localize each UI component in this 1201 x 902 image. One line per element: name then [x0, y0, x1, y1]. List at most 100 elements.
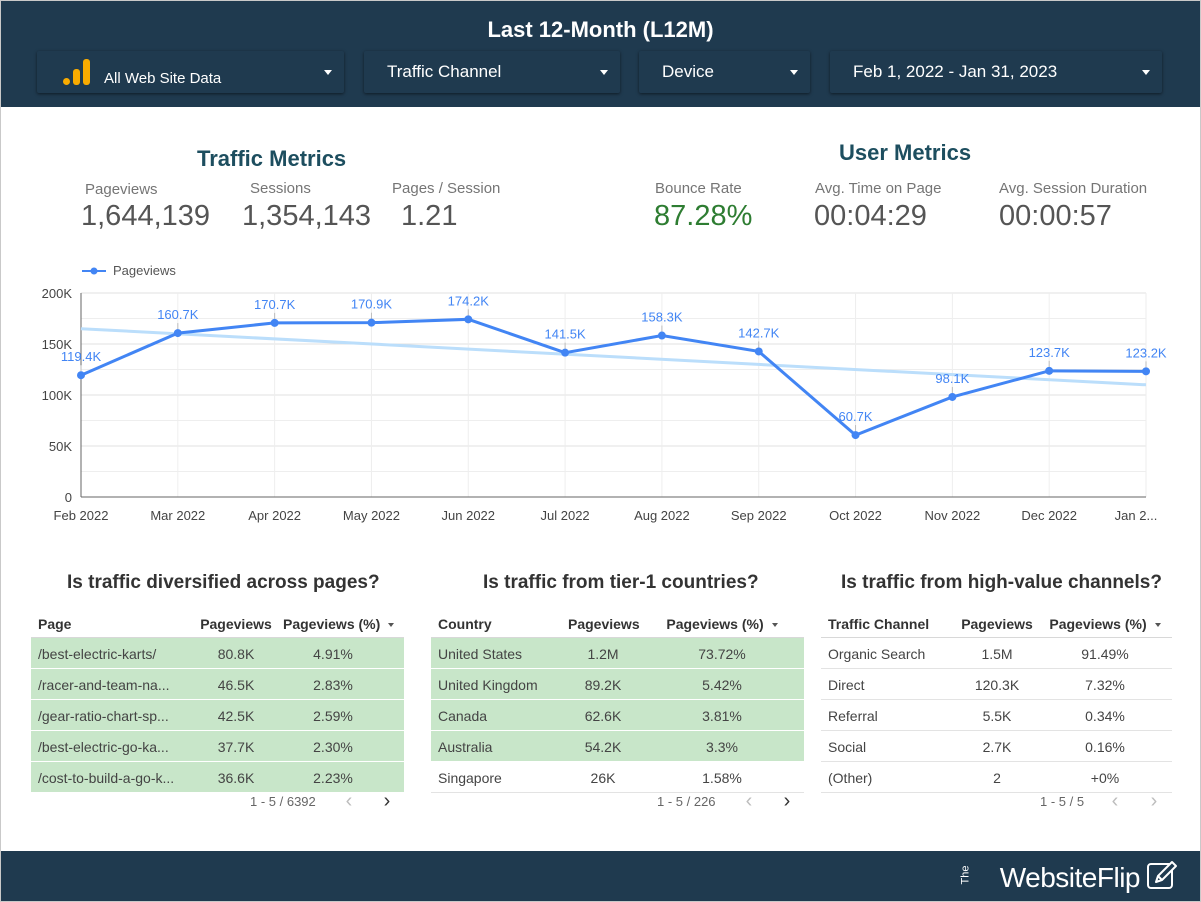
countries-table-title: Is traffic from tier-1 countries? [483, 572, 759, 593]
column-header-1[interactable]: Pageviews [961, 616, 1033, 632]
pageviews-line-chart: Pageviews 0 50K 100K 150K 200K Feb 2022 Mar 2… [42, 263, 1167, 523]
table-row[interactable]: Canada 62.6K 3.81% [431, 700, 804, 731]
data-source-label: All Web Site Data [104, 70, 222, 87]
x-tick-label: Feb 2022 [54, 508, 109, 523]
column-header-0[interactable]: Country [438, 616, 492, 632]
device-dropdown[interactable]: Device [639, 51, 810, 93]
date-range-picker[interactable]: Feb 1, 2022 - Jan 31, 2023 [830, 51, 1162, 93]
pageviews-cell: 46.5K [217, 677, 255, 693]
x-tick-label: Jun 2022 [442, 508, 496, 523]
pages-table-pager-label: 1 - 5 / 6392 [250, 794, 316, 809]
data-label: 123.2K [1125, 345, 1167, 360]
pageviews-percent-cell: 4.91% [313, 646, 353, 662]
pageviews-cell: 42.5K [217, 708, 255, 724]
pageviews-percent-cell: 1.58% [702, 770, 742, 786]
table-row[interactable]: (Other) 2 +0% [821, 762, 1172, 793]
column-header-0[interactable]: Page [38, 616, 72, 632]
pages-table-next-button[interactable]: › [383, 790, 391, 812]
table-row[interactable]: Referral 5.5K 0.34% [821, 700, 1172, 731]
countries-table-prev-button[interactable]: ‹ [745, 790, 753, 812]
column-header-1[interactable]: Pageviews [200, 616, 272, 632]
bounce-rate-label: Bounce Rate [655, 180, 742, 197]
table-row[interactable]: Singapore 26K 1.58% [431, 762, 804, 793]
page-cell: /best-electric-go-ka... [38, 739, 169, 755]
data-point [270, 318, 279, 327]
y-tick-label: 50K [49, 439, 72, 454]
column-header-0[interactable]: Traffic Channel [828, 616, 930, 632]
x-tick-label: Aug 2022 [634, 508, 690, 523]
data-source-dropdown[interactable]: All Web Site Data [37, 51, 344, 93]
brand-prefix: The [959, 865, 972, 885]
country-cell: Australia [438, 739, 493, 755]
avg-time-on-page-label: Avg. Time on Page [815, 180, 942, 197]
pageviews-percent-cell: 2.83% [313, 677, 353, 693]
pageviews-cell: 36.6K [217, 770, 255, 786]
countries-table-next-button[interactable]: › [783, 790, 791, 812]
x-tick-label: Jan 2... [1115, 508, 1158, 523]
column-header-2[interactable]: Pageviews (%) [666, 616, 778, 632]
countries-table-pager-label: 1 - 5 / 226 [657, 794, 716, 809]
data-point [77, 371, 85, 380]
pageviews-percent-cell: +0% [1090, 770, 1120, 786]
column-header-1[interactable]: Pageviews [568, 616, 640, 632]
table-header-row: Traffic Channel Pageviews Pageviews (%) [821, 608, 1172, 638]
table-row[interactable]: /best-electric-go-ka... 37.7K 2.30% [31, 731, 404, 762]
column-header-2[interactable]: Pageviews (%) [1047, 616, 1163, 632]
channels-table: Traffic Channel Pageviews Pageviews (%) Org… [821, 608, 1172, 793]
channel-cell: Organic Search [828, 646, 926, 662]
traffic-channel-dropdown[interactable]: Traffic Channel [364, 51, 620, 93]
table-row[interactable]: Social 2.7K 0.16% [821, 731, 1172, 762]
google-analytics-icon [63, 59, 91, 85]
pageviews-cell: 2 [993, 770, 1001, 786]
legend-point-marker [90, 267, 98, 275]
data-label: 170.9K [351, 297, 393, 312]
country-cell: Canada [438, 708, 488, 724]
chevron-down-icon [790, 70, 798, 75]
page-cell: /racer-and-team-na... [38, 677, 170, 693]
pageviews-cell: 26K [590, 770, 616, 786]
date-range-label: Feb 1, 2022 - Jan 31, 2023 [853, 62, 1058, 81]
table-row[interactable]: United Kingdom 89.2K 5.42% [431, 669, 804, 700]
data-point [948, 392, 957, 401]
y-tick-label: 150K [42, 337, 73, 352]
pages-per-session-label: Pages / Session [392, 180, 501, 197]
table-row[interactable]: /best-electric-karts/80.8K 4.91% [31, 638, 404, 669]
country-cell: United Kingdom [438, 677, 538, 693]
y-tick-label: 100K [42, 388, 73, 403]
column-header-2[interactable]: Pageviews (%) [283, 616, 395, 632]
pageviews-label: Pageviews [85, 181, 158, 198]
table-row[interactable]: /gear-ratio-chart-sp... 42.5K 2.59% [31, 700, 404, 731]
data-labels: 119.4K 160.7K 170.7K 170.9K 174.2K 141.5K 158.… [61, 293, 1167, 424]
table-row[interactable]: /racer-and-team-na... 46.5K 2.83% [31, 669, 404, 700]
x-tick-label: Mar 2022 [150, 508, 205, 523]
traffic-channel-label: Traffic Channel [387, 62, 502, 81]
chart-legend[interactable]: Pageviews [82, 263, 176, 278]
x-tick-label: Sep 2022 [731, 508, 787, 523]
pages-table-prev-button[interactable]: ‹ [345, 790, 353, 812]
chevron-down-icon [600, 70, 608, 75]
data-label: 98.1K [935, 371, 969, 386]
pageviews-cell: 1.2M [587, 646, 619, 662]
table-row[interactable]: United States 1.2M 73.72% [431, 638, 804, 669]
page-cell: /gear-ratio-chart-sp... [38, 708, 169, 724]
avg-time-on-page-value: 00:04:29 [814, 200, 927, 232]
sort-desc-icon [1154, 623, 1161, 628]
data-label: 170.7K [254, 297, 296, 312]
table-header-row: Country Pageviews Pageviews (%) [431, 608, 804, 638]
data-point [754, 347, 763, 356]
table-row[interactable]: Organic Search 1.5M 91.49% [821, 638, 1172, 669]
pencil-logo-icon [1147, 861, 1177, 889]
y-tick-label: 200K [42, 286, 73, 301]
dashboard-footer: The WebsiteFlip [1, 851, 1200, 901]
table-row[interactable]: /cost-to-build-a-go-k... 36.6K 2.23% [31, 762, 404, 793]
channels-table-next-button[interactable]: › [1150, 790, 1158, 812]
user-metrics-title: User Metrics [839, 140, 972, 165]
table-row[interactable]: Australia 54.2K 3.3% [431, 731, 804, 762]
chevron-down-icon [324, 70, 332, 75]
table-row[interactable]: Direct 120.3K 7.32% [821, 669, 1172, 700]
pageviews-cell: 62.6K [584, 708, 622, 724]
sort-desc-icon [771, 623, 778, 628]
data-point [851, 431, 860, 440]
channels-table-prev-button[interactable]: ‹ [1111, 790, 1119, 812]
